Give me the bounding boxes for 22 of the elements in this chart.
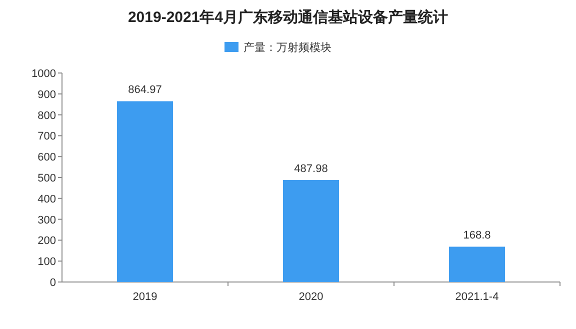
y-tick-label: 900 — [38, 88, 56, 101]
bar — [117, 101, 173, 282]
y-tick-label: 0 — [50, 277, 56, 289]
x-tick-label: 2019 — [132, 291, 158, 303]
y-tick-label: 500 — [38, 172, 56, 184]
y-tick-label: 700 — [38, 130, 56, 143]
x-tick-label: 2021.1-4 — [455, 291, 499, 303]
legend-label: 产量：万射频模块 — [244, 41, 332, 54]
bar — [283, 180, 339, 282]
y-tick-label: 1000 — [32, 68, 56, 80]
y-tick-label: 800 — [38, 110, 56, 122]
y-tick-label: 400 — [38, 193, 56, 206]
y-tick-label: 200 — [38, 235, 56, 248]
data-label: 168.8 — [463, 230, 491, 242]
data-label: 864.97 — [128, 84, 162, 96]
y-tick-label: 300 — [38, 214, 56, 226]
bar — [449, 246, 505, 282]
x-tick-label: 2020 — [298, 291, 324, 303]
y-tick-label: 100 — [38, 256, 56, 268]
data-label: 487.98 — [294, 163, 328, 176]
chart-title: 2019-2021年4月广东移动通信基站设备产量统计 — [128, 8, 448, 26]
y-tick-label: 600 — [38, 152, 56, 164]
